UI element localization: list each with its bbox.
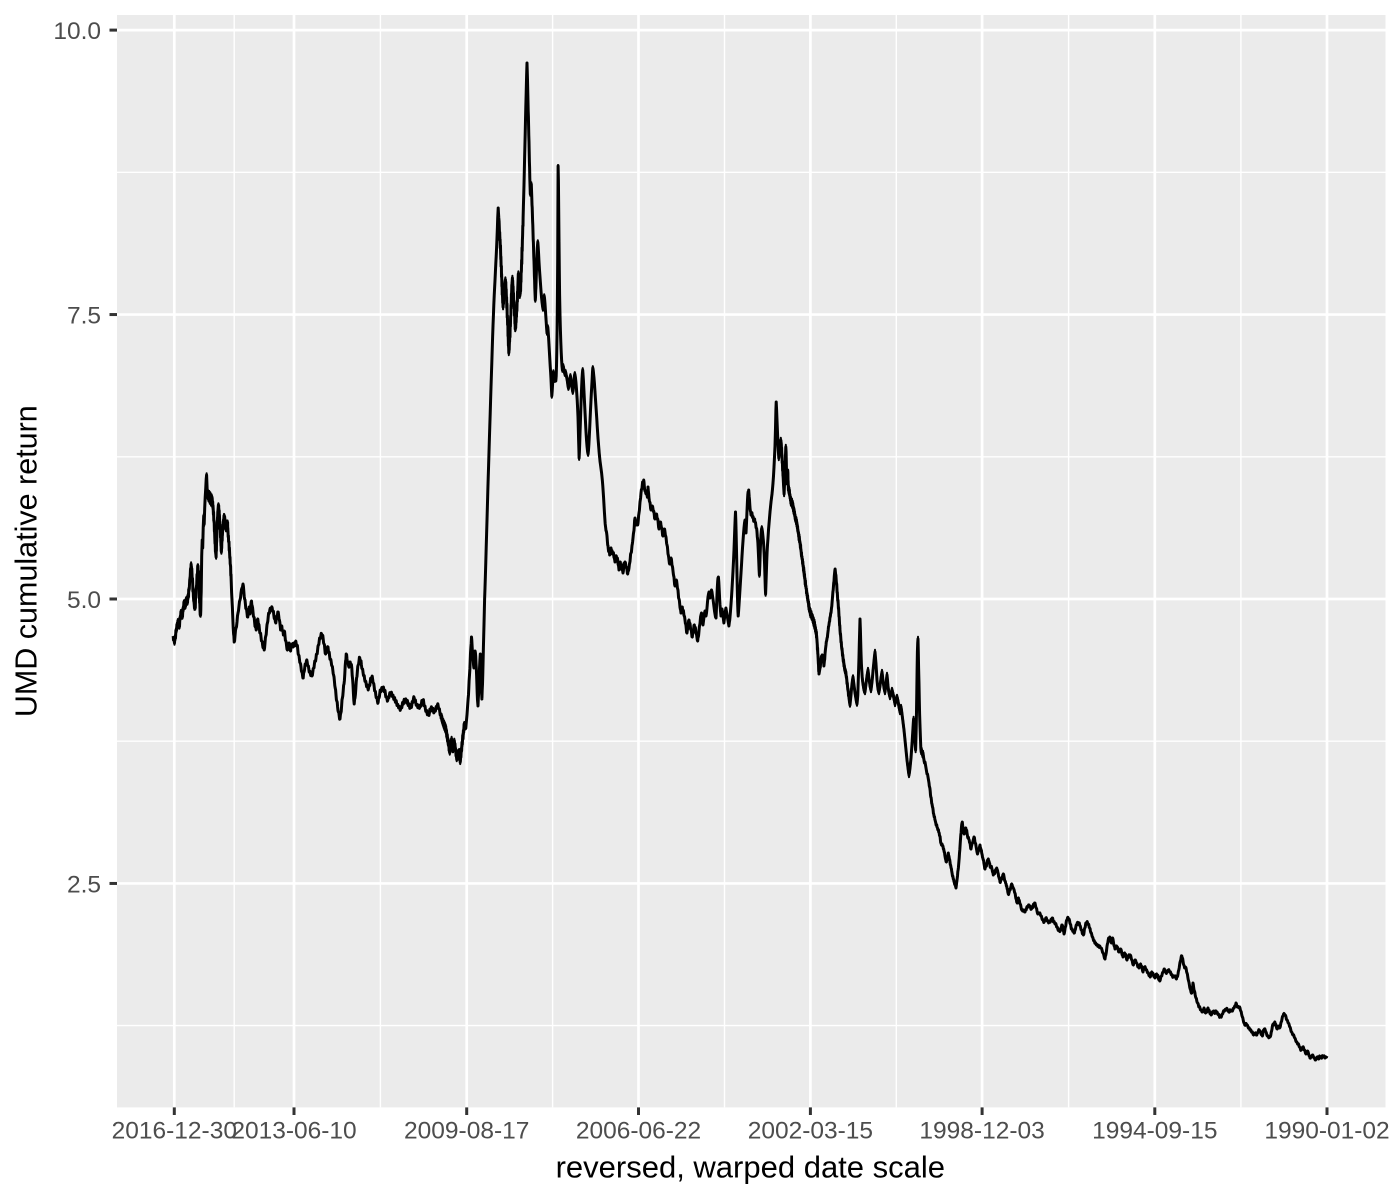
svg-text:reversed, warped date scale: reversed, warped date scale (556, 1150, 945, 1185)
svg-text:2002-03-15: 2002-03-15 (748, 1118, 873, 1145)
svg-text:UMD cumulative return: UMD cumulative return (10, 405, 44, 717)
svg-text:2009-08-17: 2009-08-17 (404, 1118, 529, 1145)
svg-text:10.0: 10.0 (53, 18, 101, 45)
svg-text:1998-12-03: 1998-12-03 (919, 1118, 1044, 1145)
svg-text:7.5: 7.5 (67, 302, 101, 329)
svg-text:1990-01-02: 1990-01-02 (1264, 1118, 1389, 1145)
svg-text:1994-09-15: 1994-09-15 (1092, 1118, 1217, 1145)
svg-text:2013-06-10: 2013-06-10 (231, 1118, 356, 1145)
svg-text:2016-12-30: 2016-12-30 (112, 1118, 237, 1145)
svg-text:2006-06-22: 2006-06-22 (576, 1118, 701, 1145)
svg-text:5.0: 5.0 (67, 587, 101, 614)
svg-text:2.5: 2.5 (67, 871, 101, 898)
